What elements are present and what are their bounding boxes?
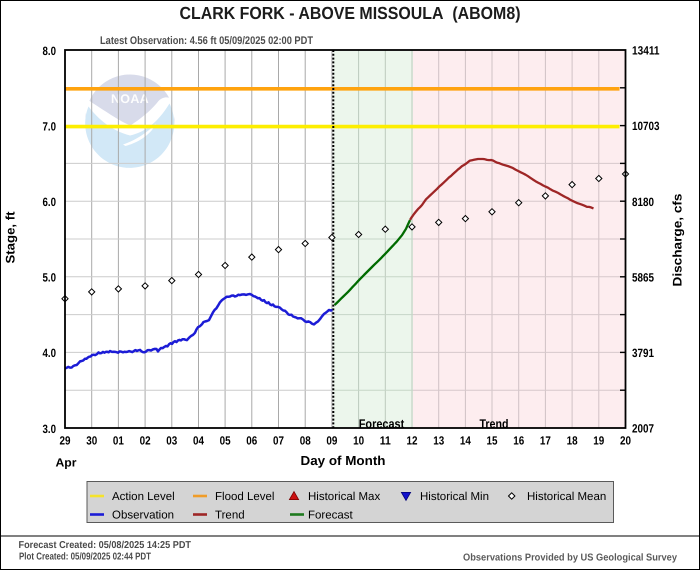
svg-text:Forecast: Forecast (359, 417, 405, 431)
svg-text:5.0: 5.0 (43, 271, 57, 285)
svg-text:3.0: 3.0 (43, 422, 57, 436)
svg-text:14: 14 (460, 433, 471, 447)
svg-text:8.0: 8.0 (43, 44, 57, 58)
svg-text:11: 11 (380, 433, 391, 447)
svg-text:03: 03 (166, 433, 177, 447)
svg-text:Historical Min: Historical Min (420, 491, 489, 503)
svg-text:5865: 5865 (632, 270, 654, 284)
svg-text:16: 16 (513, 433, 524, 447)
svg-text:01: 01 (113, 433, 124, 447)
svg-text:Flood Level: Flood Level (215, 491, 274, 503)
svg-text:08: 08 (300, 433, 311, 447)
svg-text:8180: 8180 (632, 195, 654, 209)
svg-text:Discharge, cfs: Discharge, cfs (671, 193, 685, 286)
svg-text:Apr: Apr (56, 456, 77, 470)
svg-text:13: 13 (433, 433, 444, 447)
svg-text:NOAA: NOAA (111, 92, 149, 106)
svg-text:Action Level: Action Level (112, 491, 175, 503)
svg-text:02: 02 (140, 433, 151, 447)
svg-text:10703: 10703 (632, 119, 660, 133)
svg-text:Stage, ft: Stage, ft (4, 211, 18, 264)
svg-text:13411: 13411 (632, 44, 660, 58)
svg-text:10: 10 (353, 433, 364, 447)
svg-text:Trend: Trend (215, 510, 245, 522)
svg-text:Forecast Created: 05/08/2025 1: Forecast Created: 05/08/2025 14:25 PDT (19, 540, 192, 551)
svg-text:Day of Month: Day of Month (301, 453, 386, 468)
svg-text:07: 07 (273, 433, 284, 447)
svg-text:Historical Mean: Historical Mean (527, 491, 606, 503)
svg-text:Forecast: Forecast (308, 510, 354, 522)
svg-text:Latest Observation: 4.56 ft 05: Latest Observation: 4.56 ft 05/09/2025 0… (100, 35, 313, 47)
svg-text:CLARK FORK - ABOVE MISSOULA (: CLARK FORK - ABOVE MISSOULA (ABOM8) (180, 3, 521, 23)
svg-text:17: 17 (540, 433, 551, 447)
svg-text:Plot Created: 05/09/2025 02:44: Plot Created: 05/09/2025 02:44 PDT (19, 552, 151, 563)
svg-text:12: 12 (407, 433, 418, 447)
svg-text:05: 05 (220, 433, 231, 447)
svg-text:09: 09 (326, 433, 337, 447)
svg-text:7.0: 7.0 (43, 119, 57, 133)
svg-text:15: 15 (487, 433, 498, 447)
svg-text:04: 04 (193, 433, 204, 447)
svg-text:Historical Max: Historical Max (308, 491, 380, 503)
svg-text:30: 30 (86, 433, 97, 447)
svg-text:4.0: 4.0 (43, 346, 57, 360)
svg-text:29: 29 (60, 433, 71, 447)
svg-text:2007: 2007 (632, 422, 654, 436)
svg-text:6.0: 6.0 (43, 195, 57, 209)
svg-text:19: 19 (593, 433, 604, 447)
svg-text:Trend: Trend (480, 417, 509, 431)
svg-text:Observation: Observation (112, 510, 174, 522)
svg-text:06: 06 (246, 433, 257, 447)
svg-text:3791: 3791 (632, 346, 654, 360)
svg-text:20: 20 (620, 433, 631, 447)
svg-text:18: 18 (567, 433, 578, 447)
svg-text:Observations Provided by US Ge: Observations Provided by US Geological S… (463, 553, 677, 564)
